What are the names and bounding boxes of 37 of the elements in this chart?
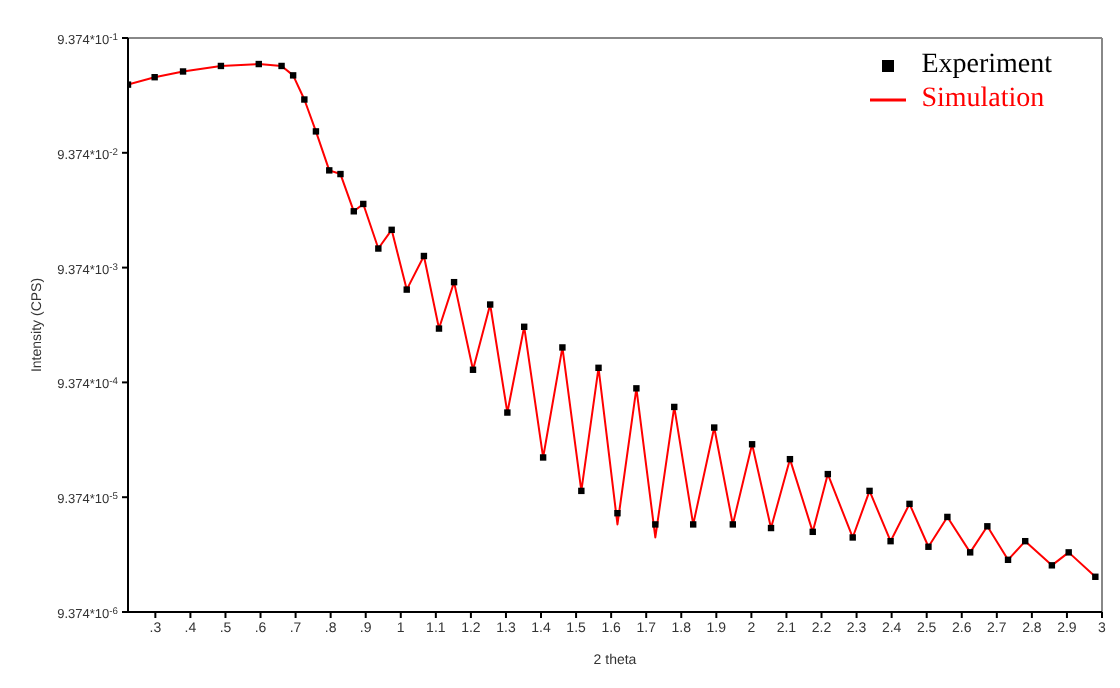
point [906,500,913,508]
point [711,424,718,431]
point [849,534,856,541]
point [887,537,894,545]
point [151,74,158,81]
point [984,523,991,530]
point [633,385,640,392]
point [435,325,443,332]
point [388,226,395,234]
point [403,286,410,293]
point [375,245,382,252]
legend-label: Experiment [921,48,1052,82]
point [539,454,547,461]
point [1065,549,1072,556]
point [595,364,602,372]
point [326,167,333,174]
point [614,510,621,517]
point [278,62,285,70]
point [559,344,566,351]
point [337,170,344,178]
point [301,96,308,103]
point [1092,573,1099,580]
point [578,487,585,495]
point [504,409,511,416]
point [179,68,187,75]
point [866,487,873,495]
point [652,521,659,528]
point [944,513,951,521]
point [289,72,297,79]
point [689,521,697,528]
point [1048,562,1056,569]
point [312,128,320,135]
point [729,521,737,528]
point [486,301,494,308]
legend-label: Simulation [921,82,1045,116]
point [925,543,932,550]
point [966,549,974,556]
